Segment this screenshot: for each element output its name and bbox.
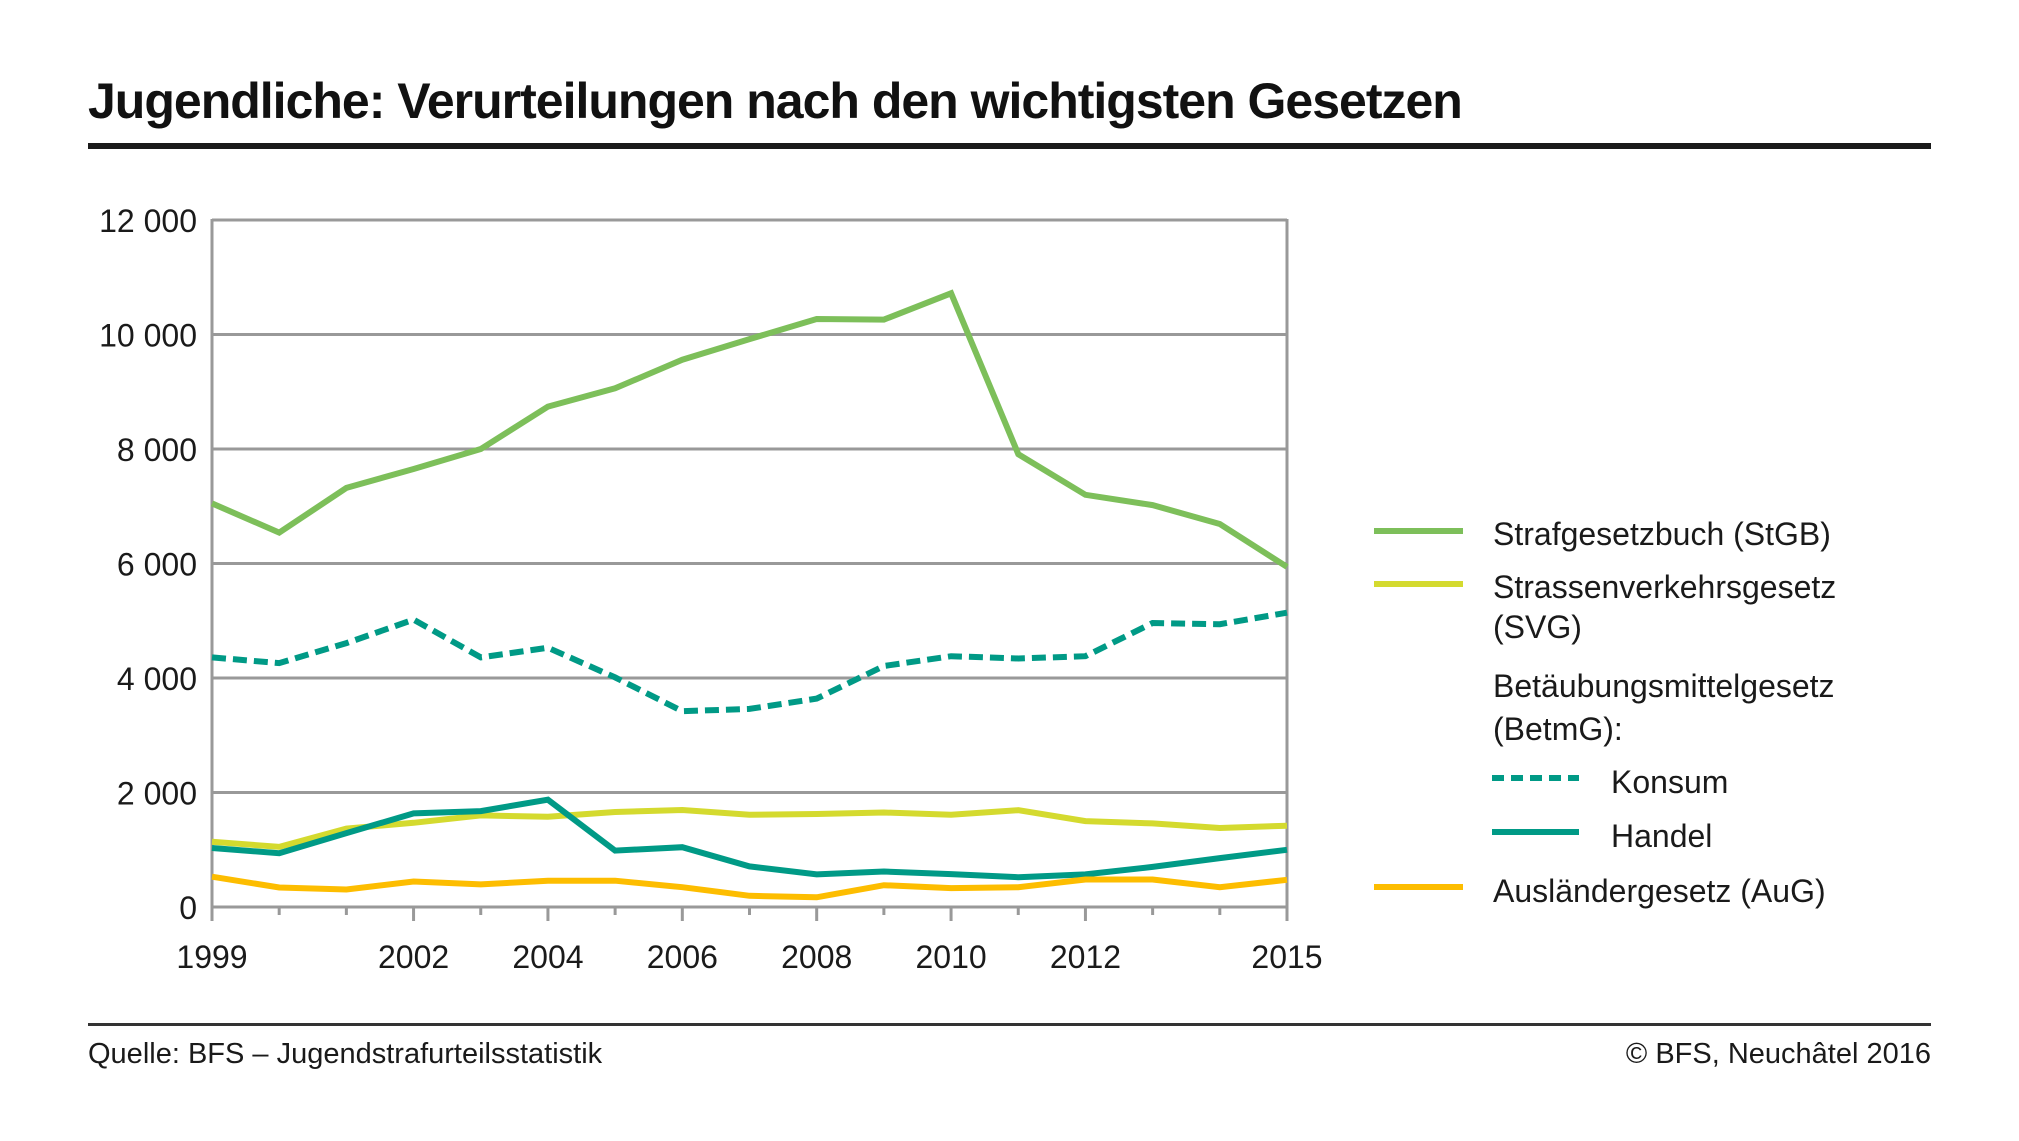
series-line-konsum bbox=[211, 609, 1288, 715]
x-tick-label: 1999 bbox=[176, 939, 247, 975]
legend-label-konsum: Konsum bbox=[1611, 764, 1728, 800]
legend-label-svg: Strassenverkehrsgesetz bbox=[1493, 569, 1836, 605]
legend: Strafgesetzbuch (StGB) Strassenverkehrsge… bbox=[1374, 516, 1836, 909]
axes: 0 2 000 4 000 6 000 8 000 10 000 12 000 1999 200… bbox=[99, 203, 1322, 975]
y-tick-label: 2 000 bbox=[117, 776, 197, 812]
legend-label-stgb: Strafgesetzbuch (StGB) bbox=[1493, 516, 1831, 552]
series-line-strafgesetzbuch-stgb bbox=[210, 289, 1289, 570]
series-line-handel bbox=[211, 796, 1288, 881]
title-rule bbox=[88, 143, 1931, 149]
x-tick-label: 2012 bbox=[1050, 939, 1121, 975]
x-tick-label: 2002 bbox=[378, 939, 449, 975]
y-tick-label: 12 000 bbox=[99, 203, 197, 239]
series-line-strassenverkehrsgesetz-svg bbox=[211, 806, 1288, 850]
y-tick-label: 8 000 bbox=[117, 432, 197, 468]
source-note: Quelle: BFS – Jugendstrafurteilsstatisti… bbox=[88, 1038, 603, 1070]
legend-label-svg: (SVG) bbox=[1493, 609, 1582, 645]
y-tick-label: 6 000 bbox=[117, 547, 197, 583]
legend-group-label: (BetmG): bbox=[1493, 711, 1623, 747]
x-tick-label: 2008 bbox=[781, 939, 852, 975]
legend-group-label: Betäubungsmittelgesetz bbox=[1493, 668, 1835, 704]
legend-label-handel: Handel bbox=[1611, 818, 1712, 854]
y-tick-label: 4 000 bbox=[117, 661, 197, 697]
series-line-ausl-ndergesetz-aug bbox=[211, 873, 1288, 901]
y-tick-label: 10 000 bbox=[99, 318, 197, 354]
footer-rule bbox=[88, 1023, 1931, 1026]
x-tick-label: 2010 bbox=[915, 939, 986, 975]
gridlines bbox=[212, 218, 1287, 909]
legend-label-aug: Ausländergesetz (AuG) bbox=[1493, 873, 1826, 909]
series-lines bbox=[210, 289, 1289, 901]
x-tick-label: 2006 bbox=[647, 939, 718, 975]
y-tick-label: 0 bbox=[179, 890, 197, 926]
chart-title: Jugendliche: Verurteilungen nach den wic… bbox=[88, 73, 1463, 129]
x-tick-label: 2004 bbox=[512, 939, 583, 975]
copyright-note: © BFS, Neuchâtel 2016 bbox=[1625, 1038, 1931, 1070]
x-tick-label: 2015 bbox=[1251, 939, 1322, 975]
